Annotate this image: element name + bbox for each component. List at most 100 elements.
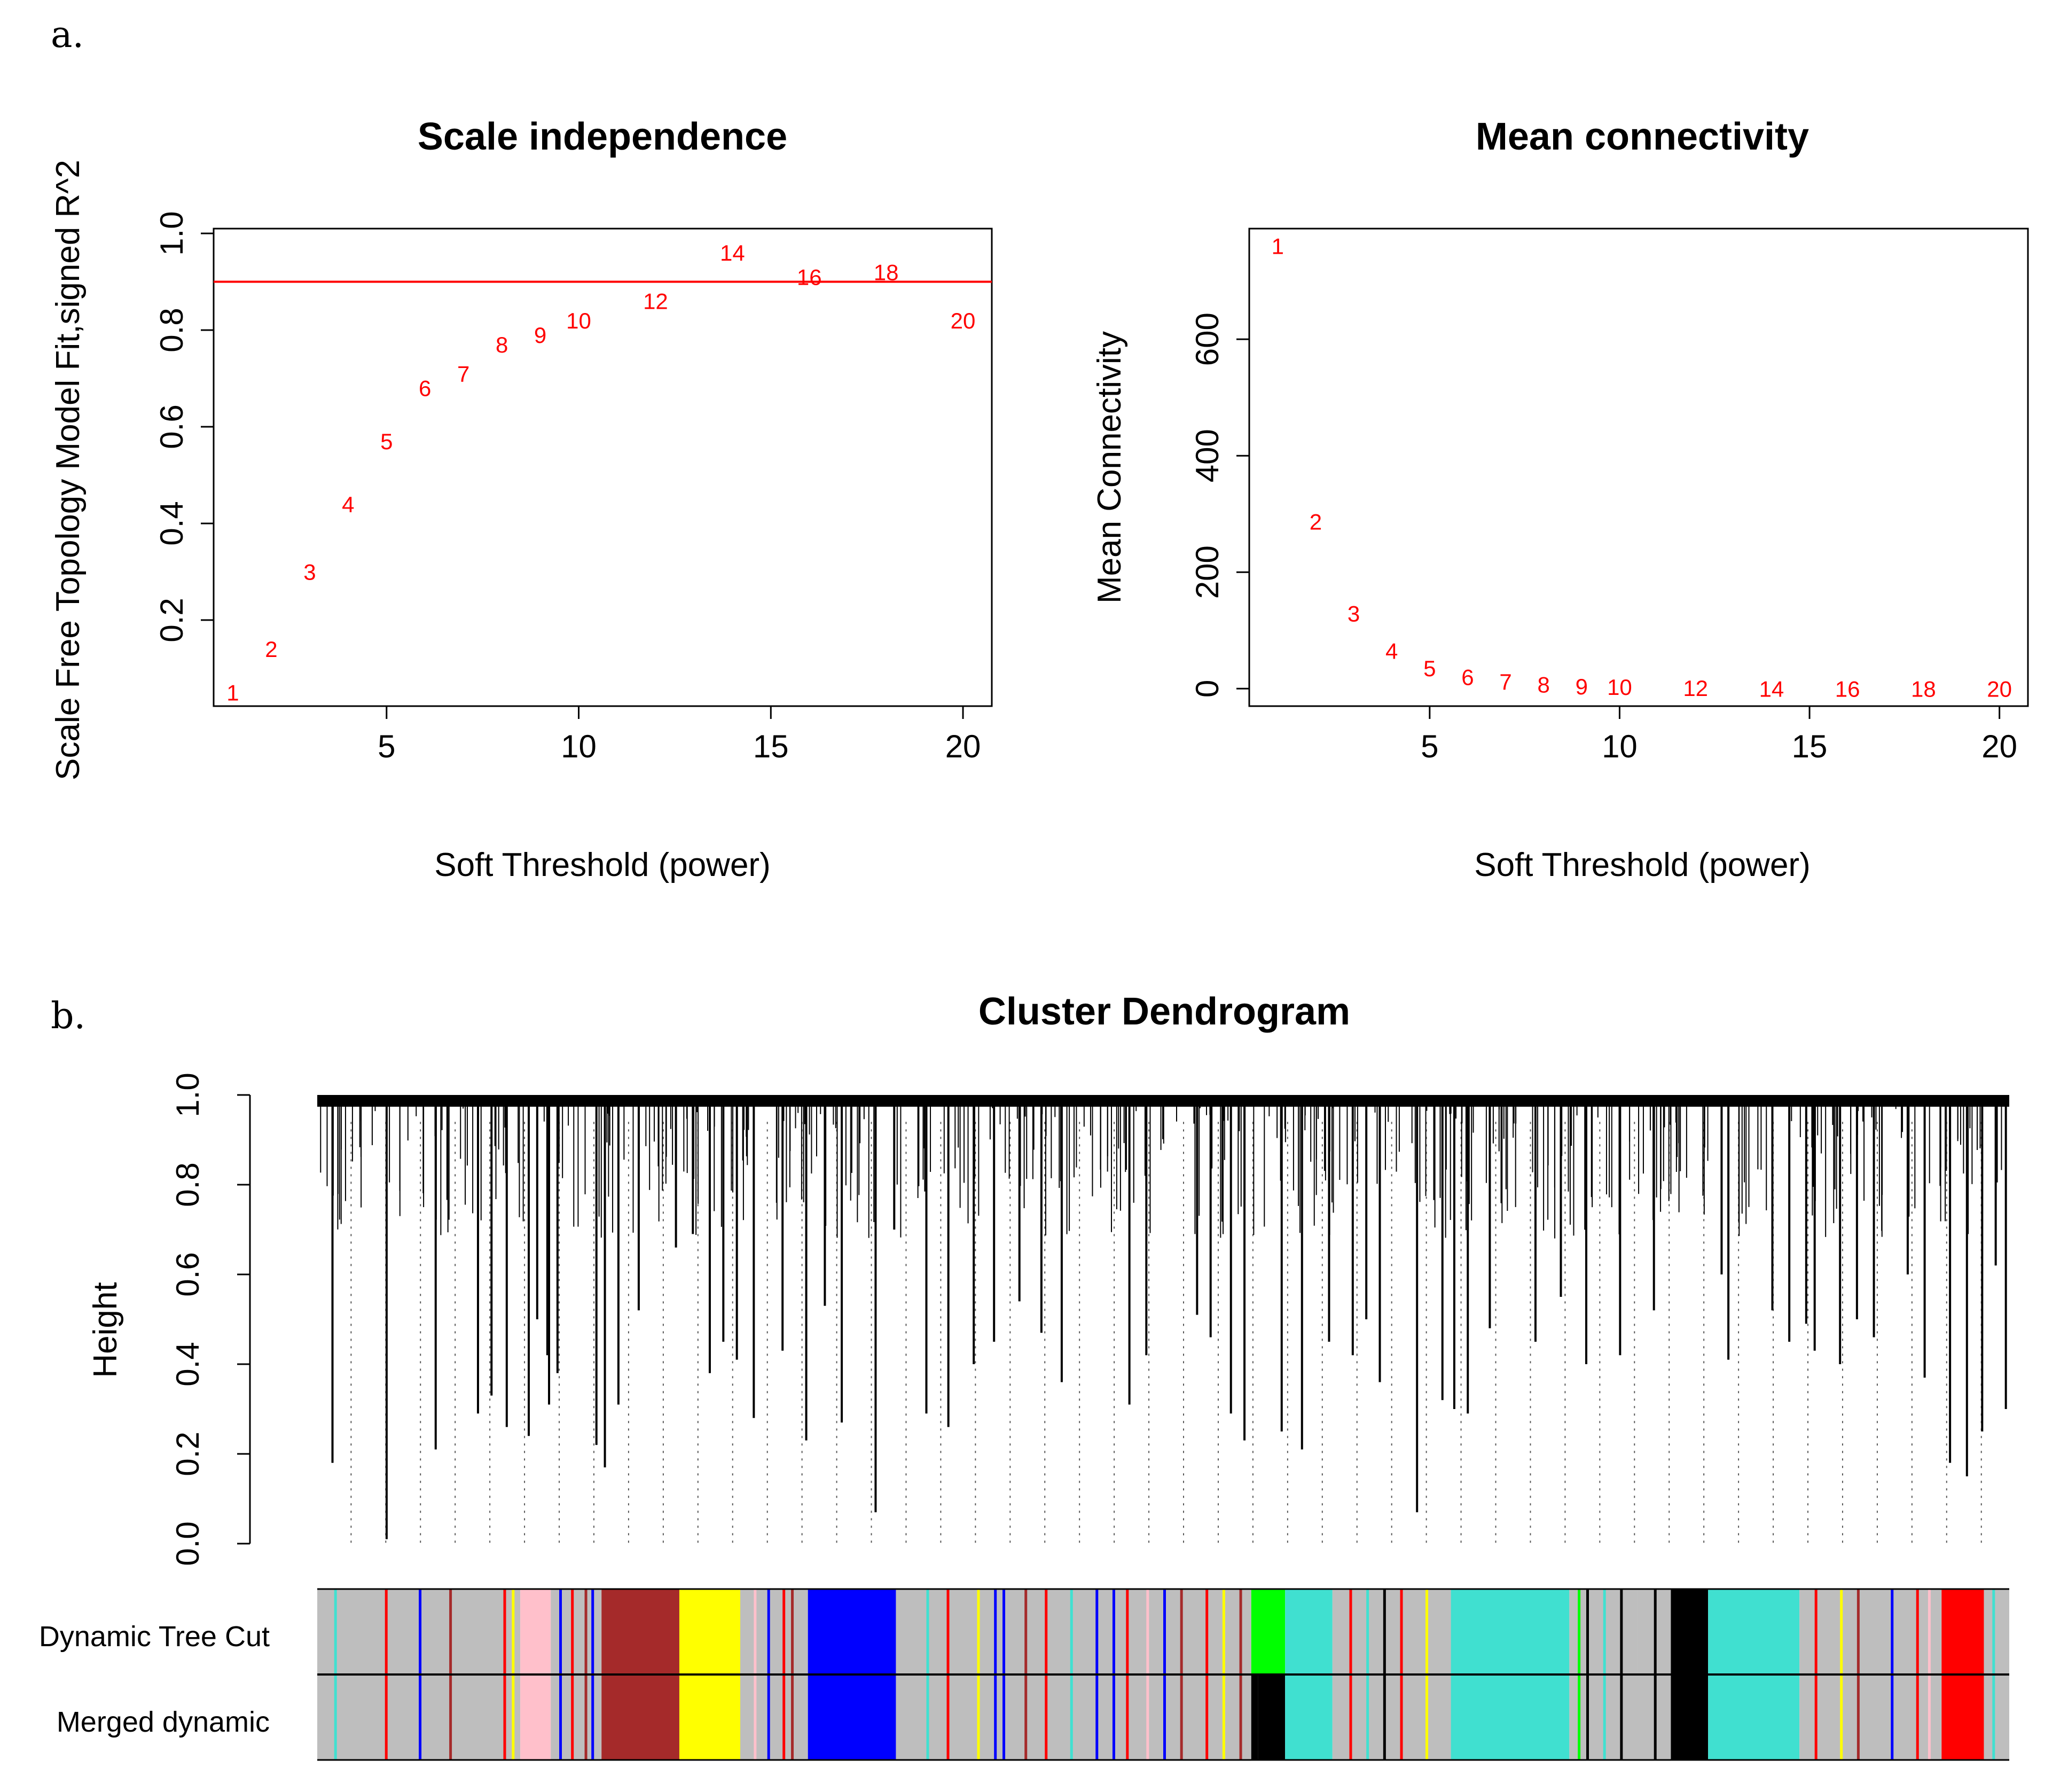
dynamic-tree-cut-row-segment	[808, 1589, 896, 1674]
dynamic-tree-cut-row-segment	[1671, 1589, 1709, 1674]
merged-dynamic-row-segment	[1984, 1674, 2009, 1760]
point-label-2-20: 20	[1987, 676, 2012, 701]
dynamic-tree-cut-row-stripe	[512, 1589, 515, 1674]
merged-dynamic-row-stripe	[926, 1674, 929, 1760]
point-label-2-16: 16	[1835, 676, 1860, 701]
merged-dynamic-row-stripe	[754, 1674, 757, 1760]
dynamic-tree-cut-row-segment	[1708, 1589, 1800, 1674]
merged-dynamic-row-stripe	[1045, 1674, 1048, 1760]
merged-dynamic-row-stripe	[1814, 1674, 1818, 1760]
merged-dynamic-row-stripe	[977, 1674, 980, 1760]
dynamic-tree-cut-row-stripe	[1205, 1589, 1209, 1674]
dynamic-tree-cut-row-segment	[896, 1589, 1251, 1674]
merged-dynamic-row-stripe	[1916, 1674, 1919, 1760]
dynamic-tree-cut-row-stripe	[1654, 1589, 1657, 1674]
merged-dynamic-row-segment	[679, 1674, 740, 1760]
dynamic-tree-cut-row-segment	[740, 1589, 808, 1674]
dynamic-tree-cut-row-stripe	[1891, 1589, 1894, 1674]
dendro-y-tick-label-0.0: 0.0	[170, 1521, 206, 1566]
point-label-1-9: 9	[534, 323, 546, 348]
point-label-1-6: 6	[419, 376, 431, 401]
merged-dynamic-row-stripe	[559, 1674, 562, 1760]
point-label-1-2: 2	[265, 637, 277, 662]
dynamic-tree-cut-row-segment	[1251, 1589, 1286, 1674]
cluster-dendrogram-chart: Cluster Dendrogram Height Dynamic Tree C…	[39, 990, 2009, 1761]
dynamic-tree-cut-row-stripe	[503, 1589, 506, 1674]
point-label-1-8: 8	[496, 332, 508, 357]
panel-label-b: b.	[51, 995, 85, 1037]
dynamic-tree-cut-row-segment	[1984, 1589, 2009, 1674]
chart1-title: Scale independence	[418, 115, 787, 158]
plot-frame-1	[213, 228, 993, 707]
x-tick-label-1-15: 15	[753, 729, 789, 764]
merged-dynamic-row-stripe	[1112, 1674, 1115, 1760]
point-label-1-10: 10	[566, 308, 591, 333]
merged-dynamic-row-stripe	[419, 1674, 422, 1760]
dynamic-tree-cut-row-stripe	[1024, 1589, 1028, 1674]
dynamic-tree-cut-row-segment	[1285, 1589, 1333, 1674]
dynamic-tree-cut-row-segment	[1332, 1589, 1451, 1674]
merged-dynamic-row-segment	[520, 1674, 551, 1760]
merged-dynamic-row-stripe	[946, 1674, 950, 1760]
dynamic-tree-cut-row-stripe	[1045, 1589, 1048, 1674]
merged-dynamic-row-stripe	[1366, 1674, 1369, 1760]
point-label-2-7: 7	[1499, 669, 1511, 694]
dynamic-tree-cut-row-segment	[601, 1589, 679, 1674]
merged-dynamic-row-segment	[1671, 1674, 1709, 1760]
x-tick-label-1-20: 20	[945, 729, 981, 764]
dynamic-tree-cut-row-stripe	[1126, 1589, 1129, 1674]
dynamic-tree-cut-row-stripe	[1095, 1589, 1099, 1674]
point-label-2-9: 9	[1576, 674, 1588, 699]
merged-dynamic-row-stripe	[1163, 1674, 1166, 1760]
dendro-y-tick-label-0.4: 0.4	[170, 1342, 206, 1386]
dynamic-tree-cut-row-stripe	[559, 1589, 562, 1674]
dynamic-tree-cut-row-segment	[1799, 1589, 1942, 1674]
merged-dynamic-row-segment	[896, 1674, 1251, 1760]
point-label-2-12: 12	[1683, 676, 1708, 701]
point-label-1-5: 5	[380, 429, 393, 454]
merged-dynamic-row-stripe	[1891, 1674, 1894, 1760]
dynamic-tree-cut-row-stripe	[1814, 1589, 1818, 1674]
chart1-xlabel: Soft Threshold (power)	[434, 847, 770, 883]
dynamic-tree-cut-row-stripe	[1992, 1589, 1995, 1674]
dynamic-tree-cut-row-stripe	[1112, 1589, 1115, 1674]
point-label-1-18: 18	[874, 260, 899, 285]
point-label-1-1: 1	[226, 680, 239, 706]
merged-dynamic-row-stripe	[1603, 1674, 1606, 1760]
plot-frame-2	[1248, 228, 2029, 707]
dynamic-tree-cut-row-stripe	[1425, 1589, 1429, 1674]
y-tick-label-2-400: 400	[1189, 429, 1225, 482]
dynamic-tree-cut-row-stripe	[385, 1589, 388, 1674]
merged-dynamic-row-stripe	[1578, 1674, 1581, 1760]
point-label-2-1: 1	[1272, 234, 1284, 259]
merged-dynamic-row-stripe	[1239, 1674, 1242, 1760]
chart3-title: Cluster Dendrogram	[978, 990, 1350, 1033]
merged-dynamic-row-stripe	[1070, 1674, 1073, 1760]
merged-dynamic-row-stripe	[994, 1674, 997, 1760]
merged-dynamic-row-stripe	[1095, 1674, 1099, 1760]
dynamic-tree-cut-row-stripe	[584, 1589, 588, 1674]
x-tick-label-1-10: 10	[561, 729, 597, 764]
dynamic-tree-cut-row-stripe	[1366, 1589, 1369, 1674]
dynamic-tree-cut-row-stripe	[782, 1589, 786, 1674]
dynamic-tree-cut-row-stripe	[1603, 1589, 1606, 1674]
point-label-2-10: 10	[1607, 675, 1632, 700]
merged-dynamic-row-stripe	[1222, 1674, 1225, 1760]
merged-dynamic-row-segment	[740, 1674, 808, 1760]
chart2-title: Mean connectivity	[1476, 115, 1809, 158]
merged-dynamic-row-segment	[1451, 1674, 1570, 1760]
dynamic-tree-cut-row-stripe	[1146, 1589, 1149, 1674]
dynamic-tree-cut-row-segment	[1941, 1589, 1984, 1674]
merged-dynamic-row-stripe	[1928, 1674, 1931, 1760]
dynamic-tree-cut-row-stripe	[591, 1589, 594, 1674]
point-label-1-7: 7	[457, 361, 469, 386]
y-tick-label-1-0.4: 0.4	[154, 501, 190, 545]
chart2-ylabel: Mean Connectivity	[1091, 331, 1128, 604]
dynamic-tree-cut-row-stripe	[1349, 1589, 1352, 1674]
x-tick-label-1-5: 5	[378, 729, 395, 764]
dynamic-tree-cut-row-stripe	[571, 1589, 574, 1674]
dynamic-tree-cut-row-stripe	[449, 1589, 452, 1674]
merged-dynamic-row-segment	[1332, 1674, 1451, 1760]
chart1-ylabel: Scale Free Topology Model Fit,signed R^2	[50, 160, 87, 780]
